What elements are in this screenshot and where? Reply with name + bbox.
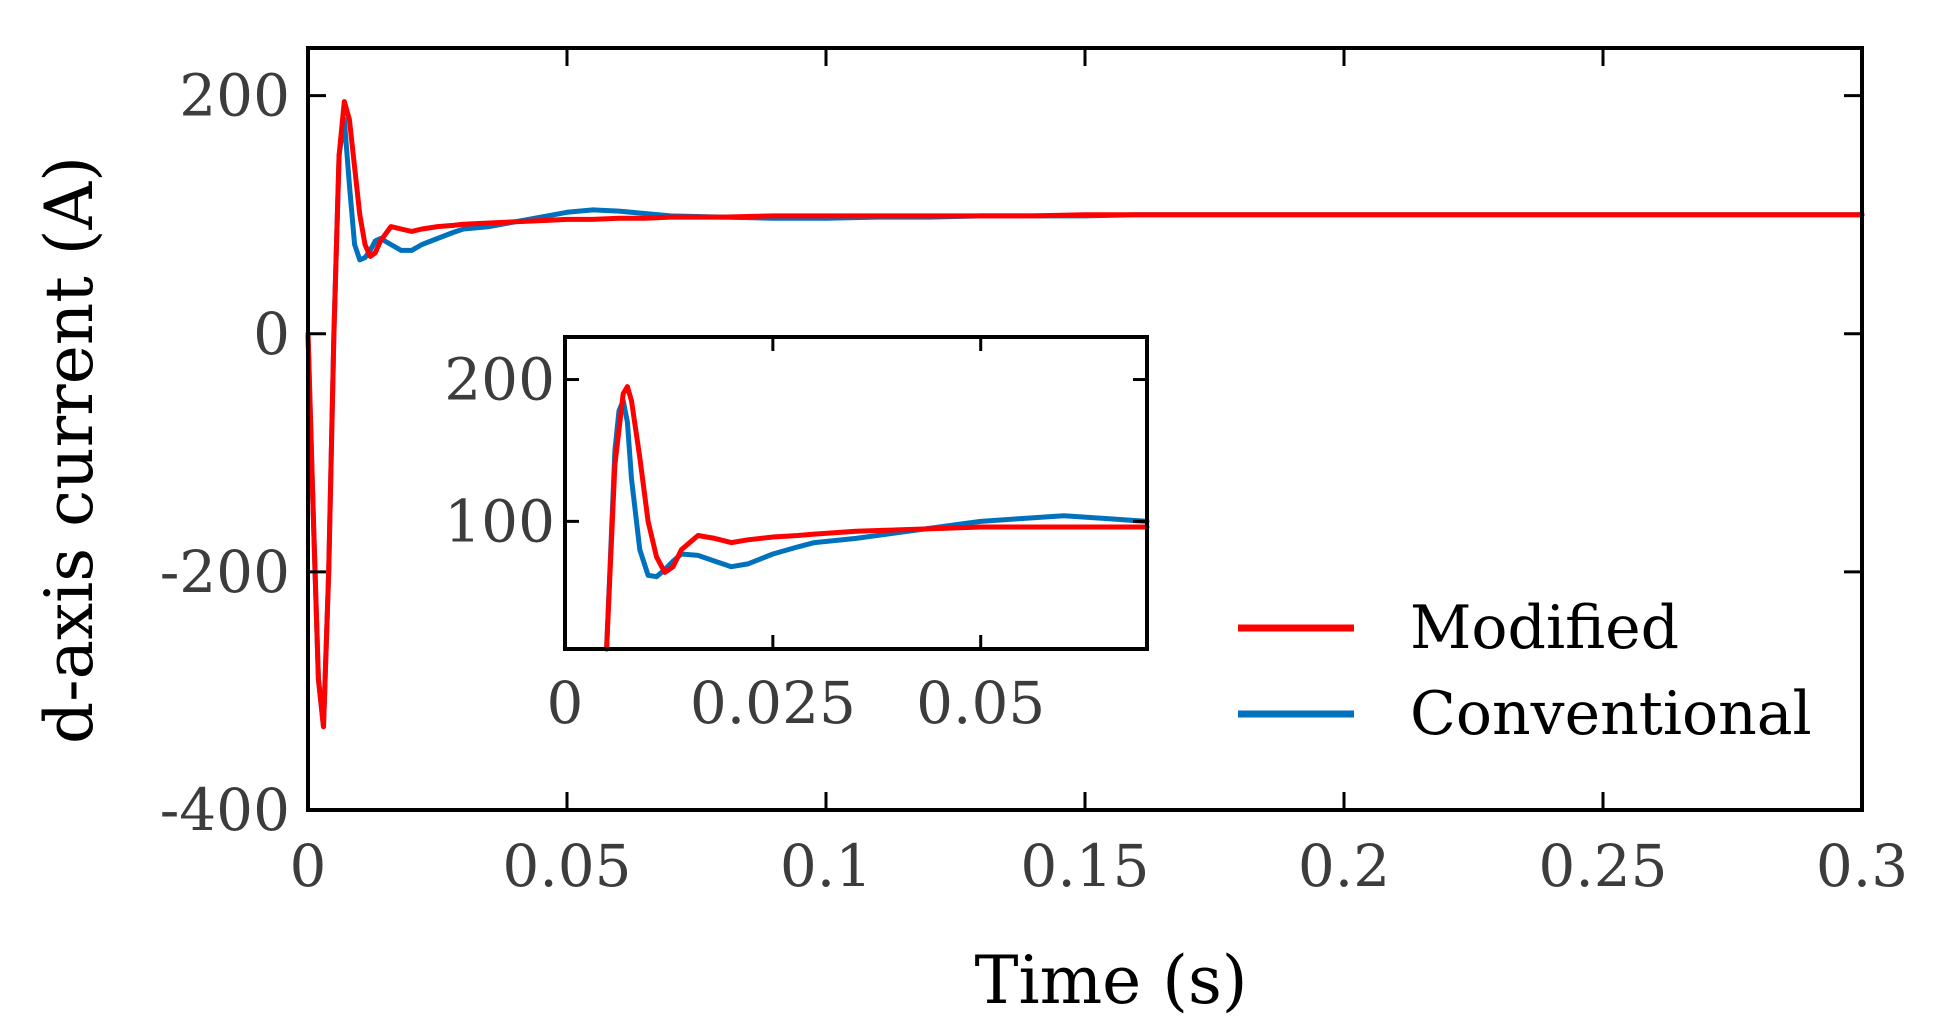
inset-y-tick-label: 100: [444, 487, 555, 555]
inset-y-tick-label: 200: [444, 346, 555, 414]
legend-label-conventional: Conventional: [1410, 679, 1812, 749]
main-x-tick-label: 0.3: [1816, 832, 1908, 900]
main-series-line-modified: [305, 99, 1865, 730]
main-y-tick-label: 200: [179, 62, 290, 130]
inset-ticks-layer: [563, 337, 1147, 649]
main-x-tick-label: 0.15: [1020, 832, 1149, 900]
main-y-tick-label: -200: [160, 538, 290, 606]
main-x-tick-label: 0.05: [502, 832, 631, 900]
inset-plot-frame: [563, 335, 1149, 651]
main-x-tick-label: 0: [290, 832, 327, 900]
inset-series-layer: [604, 384, 1150, 652]
inset-x-tick-label: 0: [547, 669, 584, 737]
inset-tick-labels-layer: 0 0.025 0.05 100 200: [444, 346, 1045, 737]
legend-label-modified: Modified: [1410, 593, 1679, 663]
main-series-layer: [305, 99, 1865, 730]
y-axis-label: d-axis current (A): [31, 156, 108, 744]
inset-series-line-modified: [604, 384, 1150, 652]
main-tick-labels-layer: 0 0.05 0.1 0.15 0.2 0.25 0.3 -400 -200 0 200: [160, 62, 1908, 900]
legend: Modified Conventional: [1238, 593, 1812, 749]
main-x-tick-label: 0.2: [1298, 832, 1390, 900]
x-axis-label: Time (s): [974, 942, 1247, 1019]
main-x-tick-label: 0.1: [780, 832, 872, 900]
inset-series-line-conventional: [604, 398, 1150, 652]
inset-x-tick-label: 0.025: [690, 669, 856, 737]
main-y-tick-label: 0: [253, 300, 290, 368]
main-x-tick-label: 0.25: [1538, 832, 1667, 900]
main-ticks-layer: [306, 48, 1864, 812]
inset-background: [565, 337, 1147, 649]
inset-x-tick-label: 0.05: [916, 669, 1045, 737]
main-y-tick-label: -400: [160, 776, 290, 844]
